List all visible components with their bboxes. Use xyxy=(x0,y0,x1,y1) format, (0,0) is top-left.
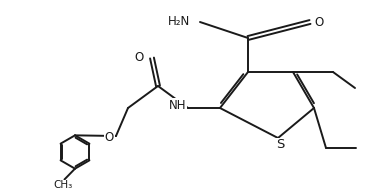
Text: S: S xyxy=(276,138,284,151)
Text: O: O xyxy=(105,131,114,144)
Text: CH₃: CH₃ xyxy=(53,180,72,190)
Text: H₂N: H₂N xyxy=(168,15,191,27)
Text: O: O xyxy=(135,51,144,64)
Text: NH: NH xyxy=(168,99,186,112)
Text: O: O xyxy=(315,15,324,28)
